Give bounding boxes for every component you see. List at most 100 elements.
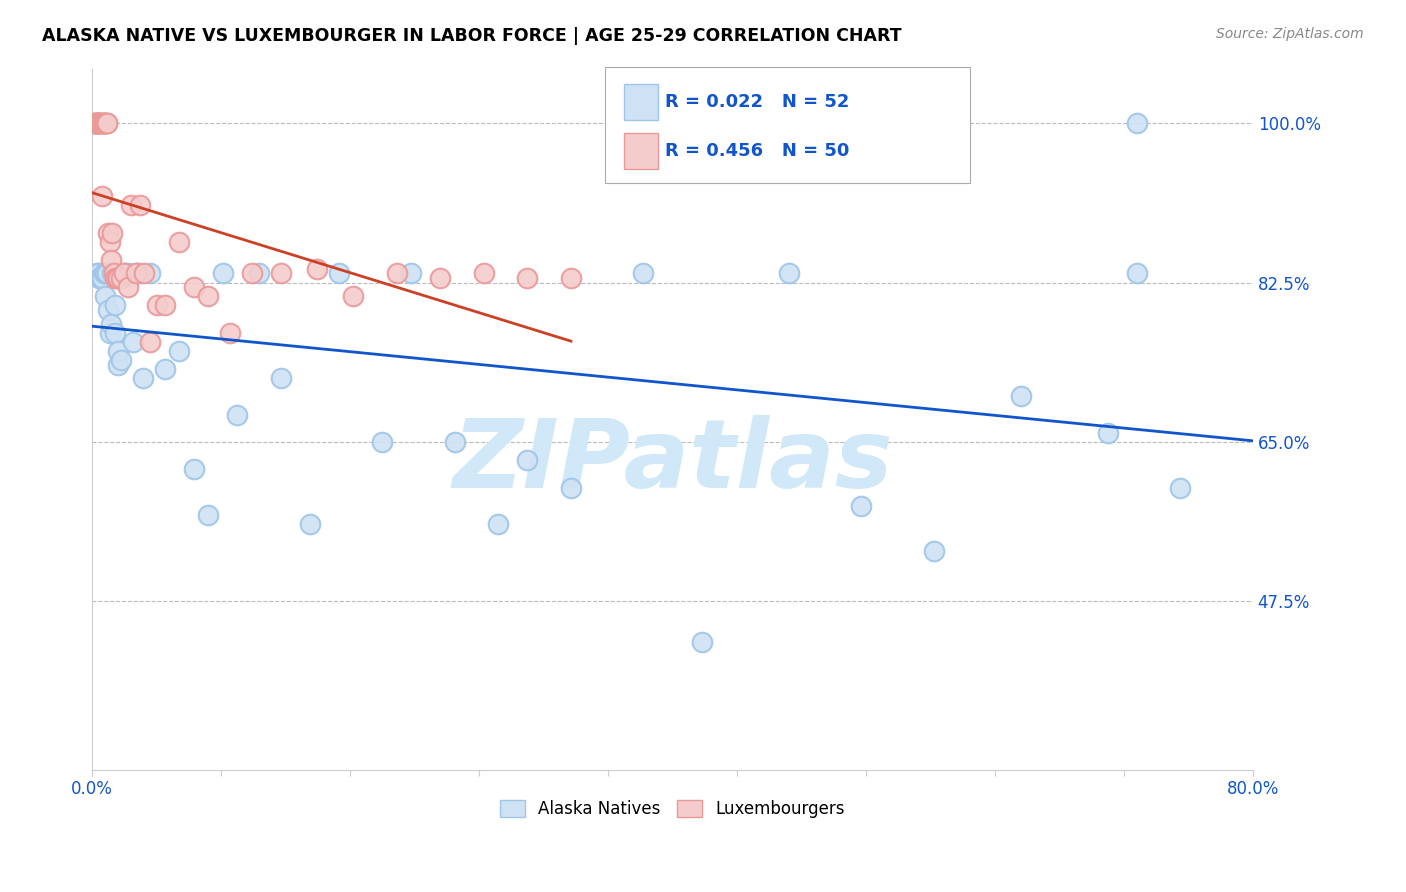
Point <box>633 267 655 281</box>
Point <box>444 435 467 450</box>
Point <box>89 116 111 130</box>
Point <box>97 302 120 317</box>
Point <box>298 516 321 531</box>
Point <box>94 289 117 303</box>
Point <box>139 267 162 281</box>
Point <box>167 235 190 249</box>
Point <box>91 189 114 203</box>
Point <box>96 116 118 130</box>
Point <box>112 267 135 281</box>
Point <box>849 499 872 513</box>
Point <box>101 267 124 281</box>
Point <box>117 267 139 281</box>
Point <box>197 508 219 522</box>
Point <box>112 267 135 281</box>
Point <box>98 235 121 249</box>
Point <box>132 371 155 385</box>
Point <box>91 116 114 130</box>
Point <box>922 544 945 558</box>
Point <box>128 267 150 281</box>
Point <box>98 326 121 340</box>
Point <box>153 298 176 312</box>
Point <box>125 267 148 281</box>
Text: ALASKA NATIVE VS LUXEMBOURGER IN LABOR FORCE | AGE 25-29 CORRELATION CHART: ALASKA NATIVE VS LUXEMBOURGER IN LABOR F… <box>42 27 901 45</box>
Point <box>86 267 108 281</box>
Point <box>429 271 451 285</box>
Point <box>153 362 176 376</box>
Point <box>103 267 125 281</box>
Point <box>121 334 143 349</box>
Point <box>93 267 115 281</box>
Point <box>103 267 125 281</box>
Point <box>247 267 270 281</box>
Point <box>107 343 129 358</box>
Point <box>93 116 115 130</box>
Point <box>90 116 112 130</box>
Text: R = 0.456   N = 50: R = 0.456 N = 50 <box>665 142 849 160</box>
Point <box>690 635 713 649</box>
Point <box>129 198 152 212</box>
Point <box>1097 425 1119 440</box>
Point <box>342 289 364 303</box>
Point <box>139 334 162 349</box>
Point <box>197 289 219 303</box>
Point <box>104 326 127 340</box>
Point <box>101 226 124 240</box>
Point <box>516 271 538 285</box>
Point <box>1168 481 1191 495</box>
Point <box>328 267 350 281</box>
Legend: Alaska Natives, Luxembourgers: Alaska Natives, Luxembourgers <box>494 793 852 825</box>
Point <box>87 116 110 130</box>
Point <box>94 116 117 130</box>
Point <box>486 516 509 531</box>
Point <box>94 267 117 281</box>
Point <box>560 271 582 285</box>
Point <box>100 252 122 267</box>
Point <box>125 267 148 281</box>
Point <box>1010 389 1032 403</box>
Point <box>472 267 495 281</box>
Point <box>307 262 329 277</box>
Point <box>120 198 142 212</box>
Point <box>270 371 292 385</box>
Point <box>516 453 538 467</box>
Point <box>183 280 205 294</box>
Point <box>134 267 156 281</box>
Point <box>104 298 127 312</box>
Point <box>401 267 423 281</box>
Point <box>219 326 242 340</box>
Point <box>117 280 139 294</box>
Point <box>104 271 127 285</box>
Point <box>183 462 205 476</box>
Point <box>89 116 111 130</box>
Point <box>84 116 107 130</box>
Point <box>97 226 120 240</box>
Point <box>146 298 169 312</box>
Point <box>83 116 105 130</box>
Point <box>90 116 112 130</box>
Text: R = 0.022   N = 52: R = 0.022 N = 52 <box>665 93 849 111</box>
Text: ZIPatlas: ZIPatlas <box>453 415 893 508</box>
Text: Source: ZipAtlas.com: Source: ZipAtlas.com <box>1216 27 1364 41</box>
Point <box>240 267 263 281</box>
Point <box>87 267 110 281</box>
Point <box>84 116 107 130</box>
Point <box>778 267 800 281</box>
Point <box>270 267 292 281</box>
Point <box>1126 116 1149 130</box>
Point <box>110 353 132 368</box>
Point <box>385 267 408 281</box>
Point <box>94 116 117 130</box>
Point <box>560 481 582 495</box>
Point <box>211 267 233 281</box>
Point <box>96 267 118 281</box>
Point <box>100 317 122 331</box>
Point <box>105 271 128 285</box>
Point <box>226 408 249 422</box>
Point <box>107 271 129 285</box>
Point <box>371 435 394 450</box>
Point <box>91 271 114 285</box>
Point <box>86 116 108 130</box>
Point <box>87 116 110 130</box>
Point <box>93 116 115 130</box>
